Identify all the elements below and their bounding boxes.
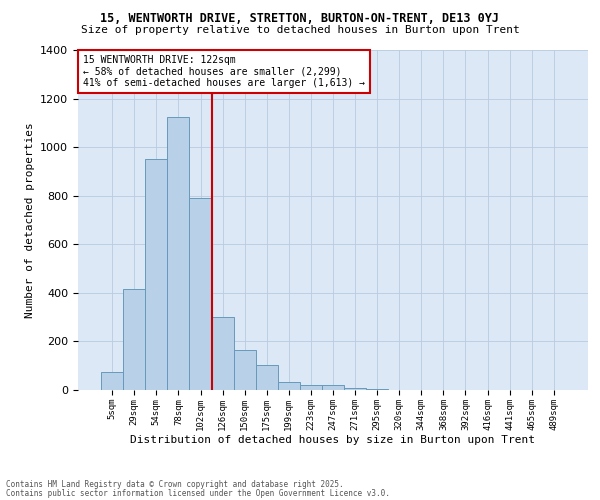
Text: Contains public sector information licensed under the Open Government Licence v3: Contains public sector information licen… (6, 488, 390, 498)
Bar (366, 389, 388, 390)
Bar (145, 160, 167, 390)
Text: Size of property relative to detached houses in Burton upon Trent: Size of property relative to detached ho… (80, 25, 520, 35)
Bar (300, 385, 322, 390)
Text: 15, WENTWORTH DRIVE, STRETTON, BURTON-ON-TRENT, DE13 0YJ: 15, WENTWORTH DRIVE, STRETTON, BURTON-ON… (101, 12, 499, 26)
Text: 15 WENTWORTH DRIVE: 122sqm
← 58% of detached houses are smaller (2,299)
41% of s: 15 WENTWORTH DRIVE: 122sqm ← 58% of deta… (83, 55, 365, 88)
Bar (344, 388, 366, 390)
Bar (167, 117, 190, 390)
Bar (123, 289, 145, 390)
Bar (256, 364, 278, 390)
Bar (233, 350, 256, 390)
Bar (278, 382, 300, 390)
Bar (322, 385, 344, 390)
Bar (190, 198, 212, 390)
Bar (101, 372, 123, 390)
Text: Contains HM Land Registry data © Crown copyright and database right 2025.: Contains HM Land Registry data © Crown c… (6, 480, 344, 489)
Y-axis label: Number of detached properties: Number of detached properties (25, 122, 35, 318)
X-axis label: Distribution of detached houses by size in Burton upon Trent: Distribution of detached houses by size … (131, 436, 536, 446)
Bar (212, 317, 233, 390)
